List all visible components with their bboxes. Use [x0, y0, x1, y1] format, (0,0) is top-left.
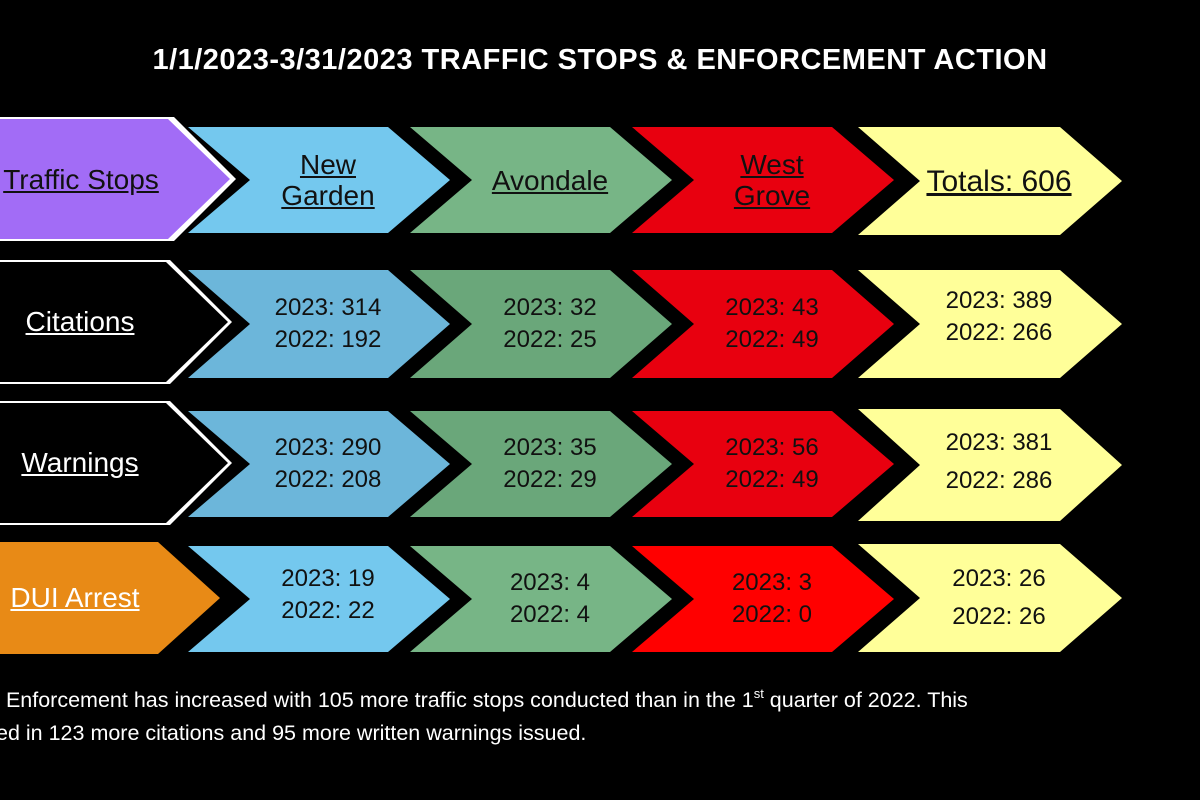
warnings-totals-chevron: 2023: 381 2022: 286	[858, 409, 1122, 521]
citations-avondale-chevron: 2023: 32 2022: 25	[410, 270, 672, 378]
dui-west-grove-2023: 2023: 3	[731, 569, 813, 596]
avondale-header-label: Avondale	[491, 164, 609, 196]
dui-avondale-2022: 2022: 4	[509, 601, 591, 628]
warnings-chevron-outline: Warnings	[0, 401, 232, 525]
citations-new-garden-2023: 2023: 314	[274, 294, 382, 321]
warnings-west-grove-2023: 2023: 56	[725, 434, 819, 461]
citations-chevron-outline: Citations	[0, 260, 232, 384]
header-row: Traffic Stops New Garden Avondale West G…	[0, 117, 1200, 241]
dui-arrest-chevron: DUI Arrest	[0, 542, 220, 654]
citations-west-grove-2023: 2023: 43	[725, 294, 819, 321]
footnote: : Enforcement has increased with 105 mor…	[0, 684, 1200, 750]
citations-west-grove-2022: 2022: 49	[725, 326, 819, 353]
citations-totals-2023: 2023: 389	[945, 287, 1053, 314]
dui-west-grove-2022: 2022: 0	[731, 601, 813, 628]
footnote-line1-part1: : Enforcement has increased with 105 mor…	[0, 688, 754, 712]
dui-arrest-label: DUI Arrest	[10, 582, 140, 613]
page-title: 1/1/2023-3/31/2023 TRAFFIC STOPS & ENFOR…	[152, 44, 1048, 76]
citations-totals-2022: 2022: 266	[945, 319, 1053, 346]
totals-header-chevron: Totals: 606	[858, 127, 1122, 235]
traffic-stops-label: Traffic Stops	[3, 163, 159, 195]
west-grove-header-line2: Grove	[733, 180, 811, 211]
warnings-new-garden-2023: 2023: 290	[274, 434, 382, 461]
warnings-chevron: Warnings	[0, 403, 228, 523]
citations-totals-chevron: 2023: 389 2022: 266	[858, 270, 1122, 378]
footnote-ordinal-suffix: st	[753, 686, 764, 701]
new-garden-header-line2: Garden	[281, 180, 375, 211]
footnote-line1-part2: quarter of 2022. This	[763, 688, 968, 712]
warnings-avondale-2023: 2023: 35	[503, 434, 597, 461]
new-garden-header-chevron: New Garden	[188, 127, 450, 233]
new-garden-header-line1: New	[299, 149, 356, 180]
warnings-row: Warnings 2023: 290 2022: 208 2023: 35 20…	[0, 401, 1200, 525]
citations-avondale-2022: 2022: 25	[503, 326, 597, 353]
dui-new-garden-chevron: 2023: 19 2022: 22	[188, 546, 450, 652]
warnings-west-grove-2022: 2022: 49	[725, 466, 819, 493]
citations-new-garden-2022: 2022: 192	[274, 326, 382, 353]
warnings-totals-2022: 2022: 286	[945, 467, 1053, 494]
west-grove-header-line1: West	[740, 149, 804, 180]
footnote-line2: ed in 123 more citations and 95 more wri…	[0, 721, 587, 745]
warnings-avondale-2022: 2022: 29	[503, 466, 597, 493]
warnings-label: Warnings	[21, 447, 139, 478]
totals-header-label: Totals: 606	[926, 164, 1072, 198]
warnings-new-garden-2022: 2022: 208	[274, 466, 382, 493]
dui-new-garden-2022: 2022: 22	[281, 597, 375, 624]
citations-chevron: Citations	[0, 262, 228, 382]
dui-totals-2023: 2023: 26	[952, 565, 1046, 592]
dui-totals-chevron: 2023: 26 2022: 26	[858, 544, 1122, 652]
dui-totals-2022: 2022: 26	[952, 603, 1046, 630]
avondale-header-chevron: Avondale	[410, 127, 672, 233]
traffic-stops-chevron: Traffic Stops	[0, 119, 230, 239]
warnings-totals-2023: 2023: 381	[945, 429, 1053, 456]
dui-arrest-row: DUI Arrest 2023: 19 2022: 22 2023: 4 202…	[0, 540, 1200, 656]
citations-row: Citations 2023: 314 2022: 192 2023: 32 2…	[0, 260, 1200, 384]
citations-label: Citations	[25, 306, 135, 337]
dui-avondale-2023: 2023: 4	[509, 569, 591, 596]
citations-avondale-2023: 2023: 32	[503, 294, 597, 321]
dui-new-garden-2023: 2023: 19	[281, 565, 375, 592]
